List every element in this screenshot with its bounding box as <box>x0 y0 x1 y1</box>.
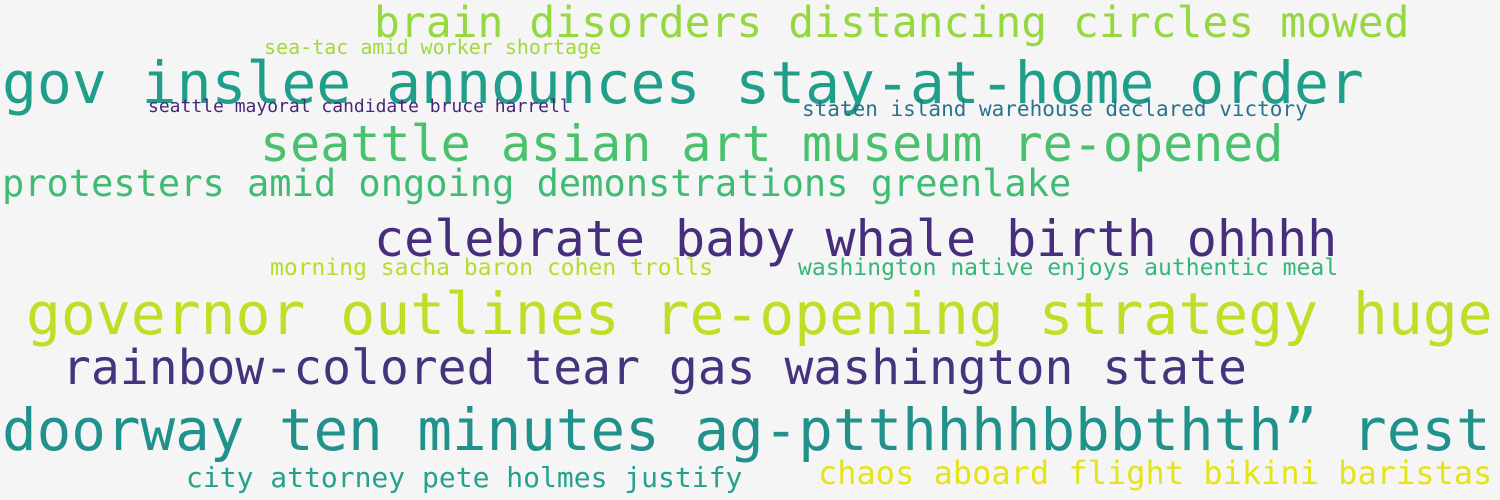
phrase-staten-island: staten island warehouse declared victory <box>802 97 1308 121</box>
phrase-governor-outlines: governor outlines re-opening strategy hu… <box>26 280 1493 348</box>
phrase-celebrate-baby-whale: celebrate baby whale birth ohhhh <box>374 210 1338 268</box>
phrase-chaos-aboard: chaos aboard flight bikini baristas <box>818 454 1493 492</box>
phrase-rainbow-colored: rainbow-colored tear gas washington stat… <box>62 340 1247 396</box>
phrase-gov-inslee: gov inslee announces stay-at-home order <box>2 49 1364 117</box>
phrase-city-attorney: city attorney pete holmes justify <box>186 461 743 494</box>
phrase-seattle-asian-art: seattle asian art museum re-opened <box>260 115 1284 173</box>
phrase-washington-native: washington native enjoys authentic meal <box>798 255 1339 281</box>
phrase-sea-tac: sea-tac amid worker shortage <box>264 35 602 59</box>
phrase-morning-sacha: morning sacha baron cohen trolls <box>270 255 714 281</box>
phrase-protesters: protesters amid ongoing demonstrations g… <box>2 162 1072 205</box>
phrase-doorway-ten-minutes: doorway ten minutes ag-ptthhhhbbbthth” r… <box>2 397 1491 464</box>
phrase-seattle-mayoral: seattle mayoral candidate bruce harrell <box>148 96 571 117</box>
phrase-brain-disorders: brain disorders distancing circles mowed <box>374 0 1410 48</box>
